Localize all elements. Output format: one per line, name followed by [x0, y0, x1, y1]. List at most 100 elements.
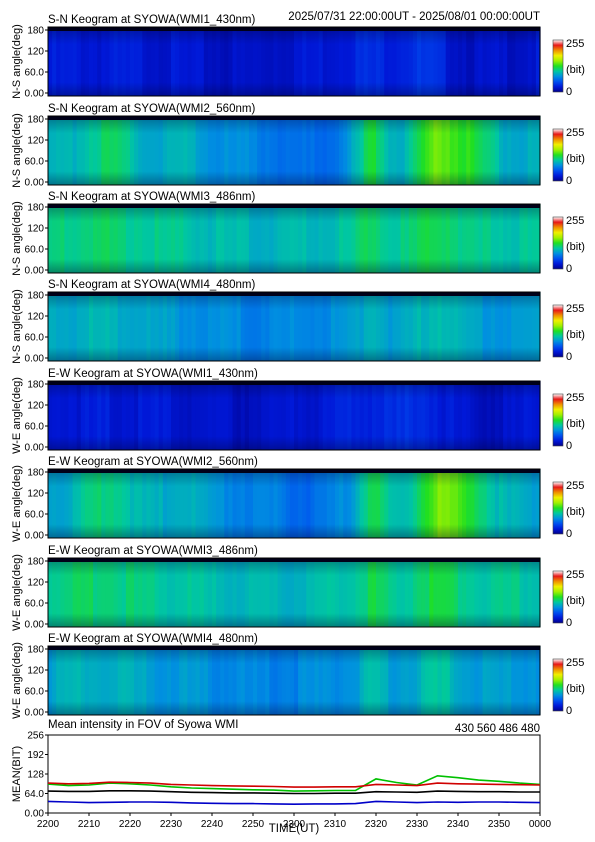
keogram-title: S-N Keogram at SYOWA(WMI3_486nm) [48, 191, 255, 203]
y-tick-label: 60.0 [25, 157, 45, 168]
keogram-y-axis: 180 120 60.0 0.00 [25, 557, 48, 631]
keogram-panel-7: E-W Keogram at SYOWA(WMI3_486nm) 180 120 60… [11, 545, 585, 631]
x-tick-label: 2350 [488, 819, 511, 830]
series-line-430 [47, 800, 541, 806]
y-tick-label: 180 [27, 26, 44, 37]
colorbar-min: 0 [566, 351, 572, 363]
keogram-y-label: W-E angle(deg) [11, 642, 23, 719]
colorbar-unit: (bit) [566, 683, 585, 695]
x-tick-label: 2230 [160, 819, 183, 830]
y-tick-label: 60.0 [25, 599, 45, 610]
y-tick-label: 0.00 [25, 708, 45, 719]
keogram-title: S-N Keogram at SYOWA(WMI2_560nm) [48, 103, 255, 115]
y-tick-label: 120 [27, 578, 44, 589]
y-tick-label: 120 [27, 489, 44, 500]
chart-x-label: TIME(UT) [269, 823, 320, 835]
keogram-top-edge [48, 381, 540, 385]
y-tick-label: 256 [27, 731, 44, 742]
keogram-shade [48, 116, 540, 185]
y-tick-label: 120 [27, 312, 44, 323]
x-tick-label: 2340 [447, 819, 470, 830]
x-tick-label: 0000 [529, 819, 552, 830]
keogram-frame [47, 645, 541, 716]
y-tick-label: 0.00 [25, 809, 45, 820]
keogram-y-label: N-S angle(deg) [11, 289, 23, 364]
keogram-shade [48, 204, 540, 273]
keogram-y-label: N-S angle(deg) [11, 24, 23, 99]
keogram-y-axis: 180 120 60.0 0.00 [25, 380, 48, 454]
keogram-panel-1: S-N Keogram at SYOWA(WMI1_430nm) 180 120 60… [11, 14, 585, 100]
y-tick-label: 60.0 [25, 68, 45, 79]
y-tick-label: 0.00 [25, 531, 45, 542]
x-tick-label: 2320 [365, 819, 388, 830]
colorbar-scale [552, 658, 564, 712]
colorbar: 255 (bit) 0 [552, 480, 585, 540]
chart-title: Mean intensity in FOV of Syowa WMI [48, 719, 238, 731]
keogram-title: S-N Keogram at SYOWA(WMI1_430nm) [48, 14, 255, 26]
colorbar-max: 255 [566, 303, 584, 315]
keogram-top-edge [48, 116, 540, 120]
y-tick-label: 60.0 [25, 333, 45, 344]
keogram-panel-6: E-W Keogram at SYOWA(WMI2_560nm) 180 120 60… [11, 456, 585, 542]
y-tick-label: 60.0 [25, 510, 45, 521]
keogram-title: E-W Keogram at SYOWA(WMI4_480nm) [48, 633, 258, 645]
y-tick-label: 180 [27, 645, 44, 656]
colorbar-scale [552, 570, 564, 624]
colorbar-min: 0 [566, 86, 572, 98]
colorbar-min: 0 [566, 263, 572, 275]
y-tick-label: 60.0 [25, 422, 45, 433]
keogram-y-axis: 180 120 60.0 0.00 [25, 291, 48, 365]
x-tick-label: 2250 [242, 819, 265, 830]
keogram-shade [48, 292, 540, 361]
x-tick-label: 2240 [201, 819, 224, 830]
colorbar-min: 0 [566, 528, 572, 540]
y-tick-label: 180 [27, 557, 44, 568]
colorbar-unit: (bit) [566, 153, 585, 165]
y-tick-label: 120 [27, 224, 44, 235]
colorbar-scale [552, 481, 564, 535]
keogram-frame [47, 557, 541, 628]
keogram-shade [48, 381, 540, 450]
colorbar-unit: (bit) [566, 418, 585, 430]
y-tick-label: 120 [27, 666, 44, 677]
legend-entry-480: 480 [521, 723, 540, 735]
x-tick-label: 2330 [406, 819, 429, 830]
colorbar-max: 255 [566, 480, 584, 492]
keogram-title: S-N Keogram at SYOWA(WMI4_480nm) [48, 279, 255, 291]
y-tick-label: 180 [27, 203, 44, 214]
colorbar-unit: (bit) [566, 506, 585, 518]
chart-y-label: MEAN(BIT) [11, 746, 23, 802]
keogram-top-edge [48, 292, 540, 296]
y-tick-label: 0.00 [25, 266, 45, 277]
keogram-frame [47, 203, 541, 274]
colorbar: 255 (bit) 0 [552, 38, 585, 98]
keogram-y-axis: 180 120 60.0 0.00 [25, 645, 48, 719]
chart-x-axis: 2200 2210 2220 2230 2240 2250 2300 2310 2320 2330… [37, 813, 552, 830]
y-tick-label: 0.00 [25, 89, 45, 100]
keogram-y-axis: 180 120 60.0 0.00 [25, 203, 48, 277]
y-tick-label: 0.00 [25, 178, 45, 189]
y-tick-label: 192 [27, 750, 44, 761]
colorbar-max: 255 [566, 215, 584, 227]
colorbar-scale [552, 393, 564, 447]
keogram-top-edge [48, 204, 540, 208]
keogram-top-edge [48, 27, 540, 31]
y-tick-label: 128 [27, 770, 44, 781]
keogram-panel-2: S-N Keogram at SYOWA(WMI2_560nm) 180 120 60… [11, 103, 585, 189]
colorbar-max: 255 [566, 657, 584, 669]
colorbar: 255 (bit) 0 [552, 392, 585, 452]
legend-entry-486: 486 [499, 723, 518, 735]
keogram-frame [47, 26, 541, 97]
series-line-480 [47, 789, 540, 795]
keogram-shade [48, 27, 540, 96]
legend-entry-430: 430 [455, 723, 474, 735]
keogram-shade [48, 646, 540, 715]
colorbar-unit: (bit) [566, 595, 585, 607]
keogram-frame [47, 115, 541, 186]
keogram-y-axis: 180 120 60.0 0.00 [25, 115, 48, 189]
y-tick-label: 0.00 [25, 354, 45, 365]
y-tick-label: 180 [27, 291, 44, 302]
x-tick-label: 2200 [37, 819, 60, 830]
keogram-shade [48, 469, 540, 538]
keogram-panel-3: S-N Keogram at SYOWA(WMI3_486nm) 180 120 60… [11, 191, 585, 277]
